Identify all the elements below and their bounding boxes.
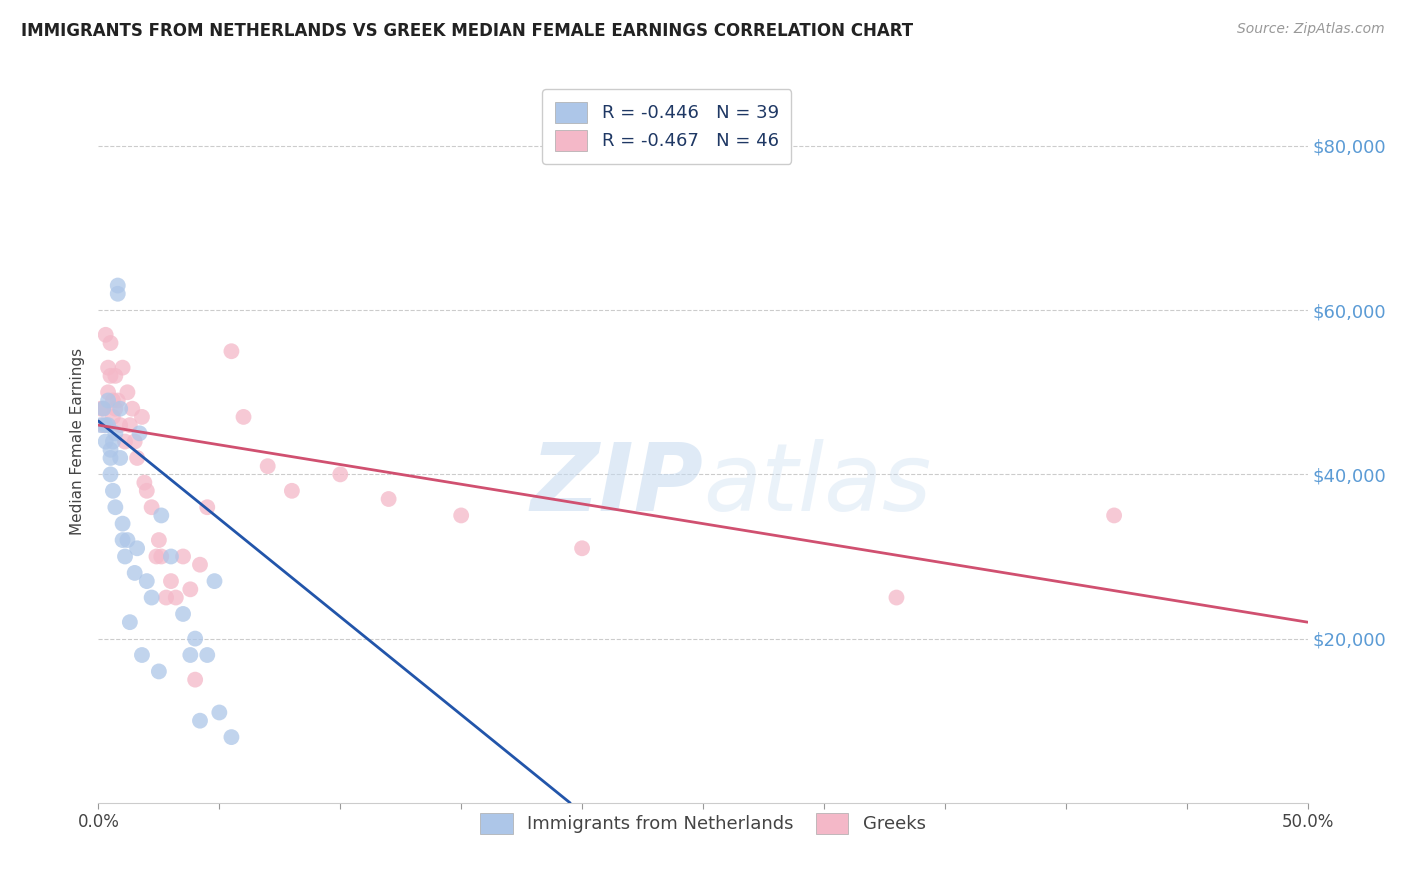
Point bbox=[208, 706, 231, 720]
Point bbox=[141, 591, 163, 605]
Point bbox=[100, 442, 122, 457]
Point bbox=[188, 714, 211, 728]
Point bbox=[121, 401, 143, 416]
Point bbox=[97, 360, 120, 375]
Text: atlas: atlas bbox=[703, 440, 931, 531]
Point bbox=[160, 549, 183, 564]
Point bbox=[91, 418, 114, 433]
Point bbox=[188, 558, 211, 572]
Point bbox=[101, 434, 124, 449]
Point bbox=[150, 508, 173, 523]
Point bbox=[104, 368, 127, 383]
Point bbox=[145, 549, 167, 564]
Point bbox=[179, 648, 201, 662]
Point bbox=[100, 467, 122, 482]
Text: Source: ZipAtlas.com: Source: ZipAtlas.com bbox=[1237, 22, 1385, 37]
Point bbox=[155, 591, 177, 605]
Point bbox=[886, 591, 908, 605]
Point bbox=[117, 533, 139, 547]
Point bbox=[128, 426, 150, 441]
Point bbox=[127, 450, 149, 465]
Point bbox=[329, 467, 352, 482]
Point bbox=[204, 574, 226, 588]
Point bbox=[97, 418, 120, 433]
Point bbox=[232, 409, 254, 424]
Point bbox=[135, 574, 157, 588]
Point bbox=[124, 434, 146, 449]
Point bbox=[124, 566, 146, 580]
Point bbox=[135, 483, 157, 498]
Point bbox=[281, 483, 304, 498]
Point bbox=[91, 401, 114, 416]
Point bbox=[94, 418, 117, 433]
Point bbox=[165, 591, 187, 605]
Point bbox=[148, 533, 170, 547]
Point bbox=[160, 574, 183, 588]
Point bbox=[94, 327, 117, 342]
Point bbox=[114, 434, 136, 449]
Point bbox=[111, 360, 134, 375]
Point bbox=[97, 385, 120, 400]
Point bbox=[104, 401, 127, 416]
Point bbox=[107, 393, 129, 408]
Point bbox=[127, 541, 149, 556]
Point bbox=[184, 632, 207, 646]
Point bbox=[101, 393, 124, 408]
Point bbox=[134, 475, 156, 490]
Point bbox=[172, 549, 194, 564]
Legend: Immigrants from Netherlands, Greeks: Immigrants from Netherlands, Greeks bbox=[470, 802, 936, 845]
Point bbox=[179, 582, 201, 597]
Point bbox=[1102, 508, 1125, 523]
Point bbox=[141, 500, 163, 515]
Point bbox=[150, 549, 173, 564]
Point bbox=[104, 426, 127, 441]
Point bbox=[108, 418, 131, 433]
Point bbox=[90, 418, 112, 433]
Point bbox=[91, 401, 114, 416]
Point bbox=[221, 344, 243, 359]
Point bbox=[118, 615, 141, 630]
Text: ZIP: ZIP bbox=[530, 439, 703, 531]
Y-axis label: Median Female Earnings: Median Female Earnings bbox=[69, 348, 84, 535]
Point bbox=[571, 541, 593, 556]
Point bbox=[131, 409, 153, 424]
Point bbox=[111, 516, 134, 531]
Point bbox=[111, 533, 134, 547]
Point bbox=[172, 607, 194, 621]
Point bbox=[97, 393, 120, 408]
Point bbox=[118, 418, 141, 433]
Point bbox=[100, 450, 122, 465]
Point bbox=[108, 450, 131, 465]
Point bbox=[107, 286, 129, 301]
Point bbox=[117, 385, 139, 400]
Point bbox=[100, 336, 122, 351]
Point bbox=[221, 730, 243, 744]
Point bbox=[114, 549, 136, 564]
Point bbox=[377, 491, 399, 506]
Point bbox=[100, 368, 122, 383]
Point bbox=[104, 500, 127, 515]
Point bbox=[101, 409, 124, 424]
Point bbox=[195, 500, 218, 515]
Point bbox=[90, 401, 112, 416]
Point bbox=[94, 434, 117, 449]
Point bbox=[107, 278, 129, 293]
Text: IMMIGRANTS FROM NETHERLANDS VS GREEK MEDIAN FEMALE EARNINGS CORRELATION CHART: IMMIGRANTS FROM NETHERLANDS VS GREEK MED… bbox=[21, 22, 914, 40]
Point bbox=[195, 648, 218, 662]
Point bbox=[131, 648, 153, 662]
Point bbox=[108, 401, 131, 416]
Point bbox=[101, 483, 124, 498]
Point bbox=[256, 459, 278, 474]
Point bbox=[184, 673, 207, 687]
Point bbox=[148, 665, 170, 679]
Point bbox=[450, 508, 472, 523]
